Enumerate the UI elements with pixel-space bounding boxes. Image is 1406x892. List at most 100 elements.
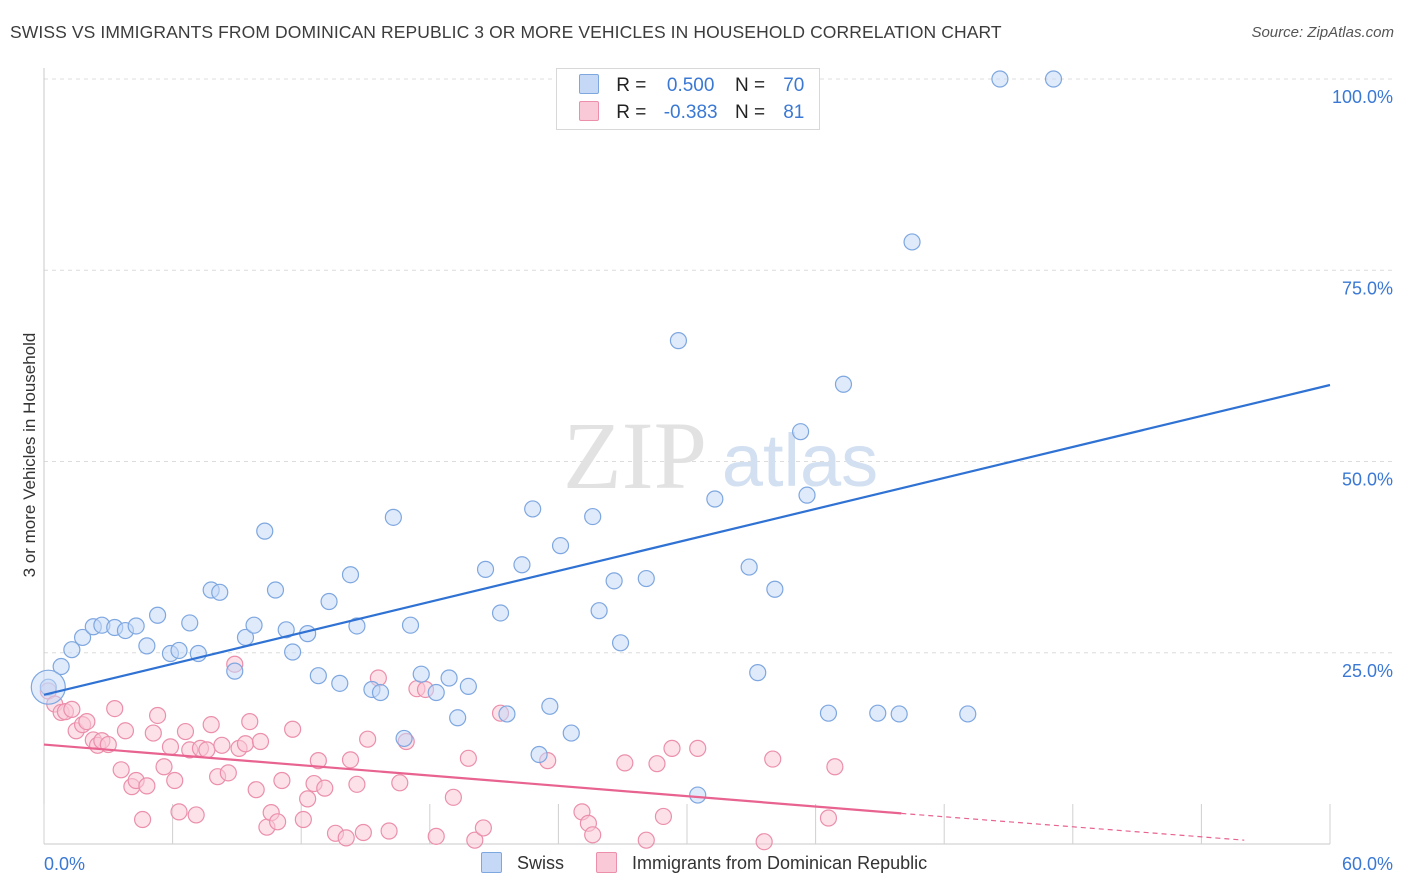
dominican-point [78, 712, 96, 731]
swiss-point [749, 664, 767, 682]
swiss-point [266, 581, 285, 599]
dominican-point [247, 781, 265, 799]
swiss-point [541, 697, 559, 715]
dominican-point [133, 810, 152, 829]
swiss-point [181, 614, 199, 632]
swiss-point [73, 628, 92, 647]
swiss-point [449, 709, 467, 727]
dominican-point [689, 739, 707, 757]
y-tick-label: 75.0% [1342, 278, 1393, 298]
dominican-point [198, 741, 216, 759]
dominican-point [176, 722, 195, 741]
dominican-point [138, 777, 156, 795]
swiss-point [491, 604, 510, 622]
swiss-point [127, 617, 145, 635]
axes [43, 68, 1331, 845]
legend-item-swiss: Swiss [481, 852, 564, 874]
y-tick-label: 25.0% [1342, 661, 1393, 681]
r-value: -0.383 [663, 102, 718, 123]
swiss-point [791, 423, 810, 441]
swiss-point [476, 560, 495, 578]
swiss-point [959, 705, 977, 723]
swiss-point [991, 70, 1009, 88]
swiss-point [605, 572, 623, 590]
swiss-point [52, 657, 70, 676]
dominican-point [459, 749, 477, 767]
swiss-point [226, 662, 244, 680]
swiss-swatch [481, 852, 502, 873]
swiss-point [284, 643, 302, 661]
watermark-zip: ZIP [563, 402, 707, 509]
swiss-point [440, 669, 458, 687]
swiss-point [819, 704, 838, 722]
swiss-point [689, 786, 707, 804]
dominican-point [148, 706, 167, 725]
dominican-point [106, 699, 124, 718]
swiss-point [513, 556, 531, 574]
dominican-point [63, 700, 81, 718]
swiss-point [766, 580, 784, 598]
series-swiss-points [30, 70, 1063, 804]
dominican-point [755, 833, 773, 851]
swiss-point [562, 724, 580, 742]
trend-lines [43, 383, 1331, 841]
swiss-point [637, 569, 655, 588]
dominican-point [161, 738, 180, 756]
swiss-point [148, 606, 167, 624]
dominican-point [616, 754, 634, 772]
swiss-point [309, 667, 327, 685]
legend-dominican-label: Immigrants from Dominican Republic [632, 853, 928, 873]
dominican-point [348, 775, 366, 793]
dominican-point [236, 735, 255, 753]
dominican-point [202, 716, 220, 734]
dominican-point [284, 720, 302, 738]
dominican-point [187, 806, 205, 824]
dominican-point [337, 829, 355, 847]
dominican-point [316, 779, 334, 797]
swiss-point [384, 508, 402, 526]
swiss-trend-line [43, 383, 1331, 696]
swiss-point [740, 558, 758, 576]
dominican-point [648, 755, 666, 773]
n-value: 81 [783, 102, 805, 123]
chart-title: SWISS VS IMMIGRANTS FROM DOMINICAN REPUB… [10, 22, 1002, 42]
dominican-point [637, 831, 655, 849]
swiss-point [341, 566, 360, 584]
swiss-point [256, 522, 274, 540]
swiss-point [320, 592, 338, 611]
swiss-point [371, 683, 390, 702]
dominican-point [170, 803, 188, 821]
dominican-point [826, 758, 844, 776]
y-tick-label: 100.0% [1332, 87, 1393, 107]
dominican-point [144, 724, 162, 742]
legend-row-dominican: R = -0.383 N = 81 [579, 101, 804, 127]
dominican-point [273, 771, 291, 790]
dominican-swatch [579, 101, 599, 121]
dominican-point [155, 758, 173, 776]
dominican-point [584, 826, 602, 844]
n-label: N = [734, 75, 766, 96]
n-label: N = [734, 102, 766, 123]
dominican-swatch [596, 852, 617, 873]
swiss-point [277, 621, 295, 639]
dominican-point [299, 790, 317, 808]
swiss-point [170, 641, 188, 660]
swiss-point [459, 677, 477, 696]
tick-labels: 25.0% 50.0% 75.0% 100.0% 0.0% 60.0% [44, 87, 1393, 874]
swiss-point [138, 637, 156, 655]
dominican-point [391, 774, 409, 792]
n-value: 70 [783, 75, 805, 96]
legend-swiss-label: Swiss [517, 853, 565, 873]
swiss-point [412, 665, 430, 683]
swiss-point [63, 641, 81, 659]
dominican-point [219, 764, 237, 782]
swiss-point [590, 602, 608, 620]
dominican-trend-extension [901, 812, 1245, 841]
swiss-point [348, 617, 366, 635]
r-label: R = [616, 102, 647, 123]
dominican-point [444, 788, 462, 806]
dominican-point [251, 732, 270, 751]
dominican-point [213, 736, 231, 754]
swiss-point [869, 704, 887, 722]
